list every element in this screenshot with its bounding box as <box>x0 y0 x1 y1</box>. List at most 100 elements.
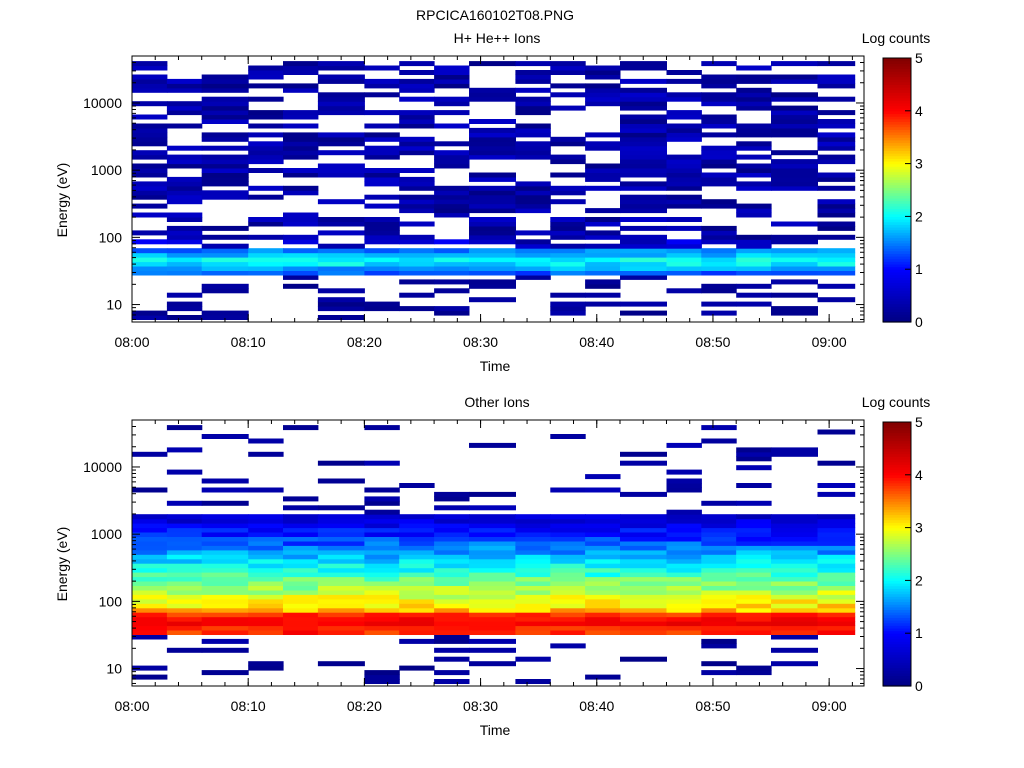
heatmap-cell <box>550 581 586 586</box>
heatmap-cell <box>469 540 516 546</box>
heatmap-cell <box>399 621 435 627</box>
heatmap-cell <box>701 225 737 231</box>
heatmap-cell <box>550 190 586 196</box>
colorbar-swatch <box>883 670 911 674</box>
heatmap-cell <box>201 132 249 138</box>
heatmap-cell <box>434 625 470 631</box>
colorbar-swatch <box>883 129 911 133</box>
heatmap-cell <box>132 123 168 129</box>
heatmap-cell <box>364 425 400 431</box>
heatmap-cell <box>620 621 667 627</box>
heatmap-cell <box>166 181 203 187</box>
heatmap-cell <box>248 598 284 604</box>
heatmap-cell <box>620 243 667 249</box>
colorbar-swatch <box>883 593 911 597</box>
heatmap-cell <box>620 266 667 271</box>
heatmap-cell <box>434 656 470 662</box>
heatmap-cell <box>771 127 818 133</box>
heatmap-cell <box>469 491 516 497</box>
heatmap-cell <box>736 96 772 102</box>
heatmap-cell <box>201 621 249 627</box>
heatmap-cell <box>201 523 249 529</box>
colorbar-swatch <box>883 532 911 537</box>
heatmap-cell <box>166 110 203 116</box>
colorbar-swatch <box>883 137 911 141</box>
heatmap-cell <box>283 221 319 227</box>
heatmap-cell <box>132 518 168 524</box>
heatmap-cell <box>620 460 667 466</box>
heatmap-cell <box>166 598 203 604</box>
heatmap-cell <box>364 460 400 466</box>
colorbar-swatch <box>883 116 911 120</box>
heatmap-cell <box>248 110 284 116</box>
colorbar-swatch <box>883 675 911 679</box>
heatmap-cell <box>132 114 168 120</box>
heatmap-cell <box>248 572 284 578</box>
heatmap-cell <box>585 563 621 569</box>
heatmap-cell <box>364 487 400 493</box>
heatmap-cell <box>201 145 249 151</box>
heatmap-cell <box>201 243 249 249</box>
heatmap-cell <box>317 545 365 551</box>
heatmap-cell <box>201 252 249 258</box>
heatmap-cell <box>201 225 249 231</box>
heatmap-cell <box>166 252 203 258</box>
colorbar: 0 1 2 3 4 5 <box>882 414 923 694</box>
heatmap-cell <box>701 101 737 107</box>
heatmap-cell <box>434 83 470 89</box>
y-tick-label: 10 <box>106 661 122 677</box>
heatmap-cell <box>585 252 621 258</box>
heatmap-cell <box>248 581 284 586</box>
heatmap-cell <box>666 270 702 276</box>
heatmap-cell <box>434 101 470 107</box>
heatmap-cell <box>132 194 168 200</box>
heatmap-cell <box>434 634 470 640</box>
heatmap-cell <box>701 514 737 520</box>
heatmap-cell <box>201 581 249 586</box>
heatmap-cell <box>515 536 551 542</box>
heatmap-cell <box>701 540 737 546</box>
heatmap-cell <box>248 248 284 254</box>
colorbar-swatch <box>883 316 911 320</box>
heatmap-cell <box>771 221 818 227</box>
heatmap-cell <box>248 540 284 546</box>
heatmap-cell <box>585 487 621 493</box>
heatmap-cell <box>364 576 400 582</box>
colorbar-swatch <box>883 145 911 149</box>
heatmap-cell <box>469 225 516 231</box>
colorbar-swatch <box>883 432 911 436</box>
heatmap-cell <box>317 612 365 618</box>
heatmap-cell <box>771 518 818 524</box>
colorbar-tick-label: 2 <box>915 208 923 224</box>
heatmap-cell <box>585 598 621 604</box>
heatmap-cell <box>469 176 516 182</box>
heatmap-cell <box>666 603 702 609</box>
colorbar-swatch <box>883 319 911 323</box>
heatmap-cell <box>132 536 168 542</box>
heatmap-cell <box>550 589 586 595</box>
heatmap-cell <box>817 625 856 631</box>
heatmap-cell <box>166 145 203 151</box>
colorbar-swatch <box>883 543 911 547</box>
heatmap-cell <box>469 136 516 142</box>
heatmap-cell <box>515 208 551 214</box>
colorbar-swatch <box>883 131 911 136</box>
heatmap-cell <box>166 567 203 573</box>
heatmap-cell <box>550 558 586 564</box>
heatmap-cell <box>736 598 772 604</box>
heatmap-cell <box>434 257 470 263</box>
heatmap-cell <box>817 536 856 542</box>
heatmap-cell <box>736 248 772 254</box>
heatmap-cell <box>620 594 667 600</box>
heatmap-cell <box>201 119 249 124</box>
heatmap-cell <box>469 221 516 227</box>
heatmap-cell <box>771 598 818 604</box>
heatmap-cell <box>248 621 284 627</box>
heatmap-cell <box>771 172 818 178</box>
heatmap-cell <box>515 612 551 618</box>
heatmap-cell <box>701 612 737 618</box>
colorbar-swatch <box>883 142 911 146</box>
heatmap-cell <box>364 545 400 551</box>
heatmap-cell <box>317 581 365 586</box>
heatmap-cell <box>666 266 702 271</box>
